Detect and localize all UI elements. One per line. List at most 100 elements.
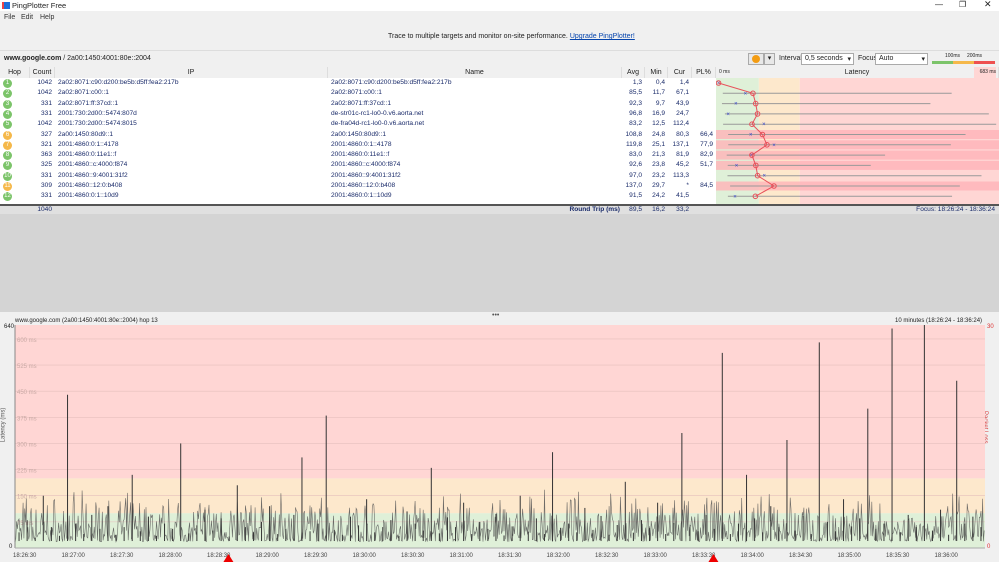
packet-loss-marker[interactable] — [708, 554, 719, 562]
y-top-label: 640 — [4, 324, 15, 330]
x-tick-label: 18:34:30 — [789, 553, 813, 559]
focus-label: Focus — [858, 55, 878, 62]
current-latency-marker: × — [717, 81, 721, 87]
hop-row[interactable]: 3 331 2a02:8071:ff:37cd::1 2a02:8071:ff:37c… — [0, 99, 999, 109]
hop-name: 2001:4860:0:1::10d9 — [331, 192, 392, 200]
x-tick-label: 18:28:00 — [159, 553, 183, 559]
upgrade-link[interactable]: Upgrade PingPlotter! — [569, 33, 635, 40]
menu-edit[interactable]: Edit — [21, 14, 34, 21]
hop-row[interactable]: 4 331 2001:730:2d00::5474:807d de-str01c-rc… — [0, 109, 999, 119]
gridline-label: 450 ms — [17, 390, 37, 396]
hop-row[interactable]: 1 1042 2a02:8071:c90:d200:be5b:d5ff:fea2:2… — [0, 78, 999, 88]
x-tick-label: 18:31:00 — [450, 553, 474, 559]
hop-ip: 2001:4860::12:0:b408 — [58, 182, 123, 189]
hop-row[interactable]: 11 309 2001:4860::12:0:b408 2001:4860::12:0… — [0, 181, 999, 191]
hop-number-badge: 3 — [3, 99, 12, 109]
hop-count: 309 — [40, 182, 52, 189]
col-latency[interactable]: 0 ms Latency 683 ms — [716, 67, 999, 78]
hop-row[interactable]: 7 321 2001:4860:0:1::4178 2001:4860:0:1::41… — [0, 140, 999, 150]
hop-ip: 2001:4860:0:1::10d9 — [58, 192, 119, 200]
gridline-label: 75 ms — [17, 521, 33, 527]
hop-number-badge: 1 — [3, 79, 12, 88]
col-name[interactable]: Name — [328, 67, 622, 78]
col-count[interactable]: Count — [30, 67, 55, 78]
hop-cur: 80,3 — [676, 130, 689, 138]
interval-select[interactable]: 0,5 seconds ▾ — [801, 53, 854, 65]
close-button[interactable]: ✕ — [984, 0, 992, 9]
hop-row[interactable]: 6 327 2a00:1450:80d9::1 2a00:1450:80d9::1 10… — [0, 130, 999, 140]
latency-timeline-chart[interactable]: 600 ms 525 ms 450 ms 375 ms 300 ms 225 ms 150 … — [0, 312, 999, 562]
hop-row[interactable]: 5 1042 2001:730:2d00::5474:8015 de-fra04d-r… — [0, 119, 999, 130]
hop-number-badge: 8 — [3, 151, 12, 161]
hop-avg: 137,0 — [625, 182, 642, 189]
latency-header-label: Latency — [844, 69, 870, 76]
x-tick-label: 18:34:00 — [741, 553, 765, 559]
hop-avg: 97,0 — [629, 171, 642, 179]
hop-min: 24,2 — [652, 192, 665, 200]
latency-graph: × × × × × × × × × × × — [716, 78, 999, 204]
menu-file[interactable]: File — [4, 14, 16, 21]
y2-top-label: 30 — [987, 324, 994, 330]
splitter-handle[interactable]: ••• — [492, 312, 500, 319]
hop-row[interactable]: 8 363 2001:4860:0:11e1::f 2001:4860:0:11e1:… — [0, 150, 999, 161]
col-pl[interactable]: PL% — [692, 67, 716, 78]
x-tick-label: 18:31:30 — [498, 553, 522, 559]
menu-help[interactable]: Help — [40, 14, 55, 21]
hop-row[interactable]: 10 331 2001:4860::9:4001:31f2 2001:4860::9:… — [0, 171, 999, 181]
pause-dropdown-button[interactable]: ▾ — [764, 53, 775, 65]
hop-name: 2a02:8071:c00::1 — [331, 89, 382, 97]
hop-row[interactable]: 12 331 2001:4860:0:1::10d9 2001:4860:0:1::1… — [0, 191, 999, 202]
avg-latency-point — [716, 80, 722, 86]
pause-button[interactable] — [748, 53, 764, 65]
hop-number-badge: 9 — [3, 161, 12, 171]
col-hop[interactable]: Hop — [0, 67, 30, 78]
avg-latency-point — [754, 172, 761, 179]
hop-cur: 81,9 — [676, 151, 689, 159]
focus-range: Focus: 18:26:24 - 18:36:24 — [916, 206, 995, 213]
hop-cur: 137,1 — [672, 140, 689, 148]
minimize-button[interactable]: — — [935, 0, 943, 9]
maximize-button[interactable]: ❐ — [959, 0, 967, 9]
hop-cur: 24,7 — [676, 109, 689, 117]
avg-latency-point — [752, 100, 759, 107]
x-tick-label: 18:35:30 — [886, 553, 910, 559]
hop-avg: 83,2 — [629, 120, 642, 128]
hop-number-badge: 5 — [3, 120, 12, 130]
trace-grid: Hop Count IP Name Avg Min Cur PL% 0 ms L… — [0, 67, 999, 204]
hop-row[interactable]: 9 325 2001:4860::c:4000:f874 2001:4860::c:4… — [0, 160, 999, 171]
summary-avg: 89,5 — [629, 206, 642, 213]
gridline-label: 150 ms — [17, 495, 37, 501]
hop-cur: * — [686, 182, 689, 189]
packet-loss-marker[interactable] — [223, 554, 234, 562]
gridline-label: 300 ms — [17, 442, 37, 448]
graph-range[interactable]: 10 minutes (18:26:24 - 18:36:24) — [895, 318, 983, 324]
hop-avg: 91,5 — [629, 192, 642, 200]
x-tick-label: 18:32:30 — [595, 553, 619, 559]
pause-icon — [752, 55, 760, 63]
summary-cur: 33,2 — [676, 206, 689, 213]
x-tick-label: 18:33:30 — [692, 553, 716, 559]
x-tick-label: 18:26:30 — [13, 553, 37, 559]
hop-ip: 2a02:8071:c90:d200:be5b:d5ff:fea2:217b — [58, 79, 179, 86]
hop-count: 331 — [40, 99, 52, 107]
col-ip[interactable]: IP — [55, 67, 328, 78]
hop-avg: 119,8 — [625, 140, 642, 148]
hop-name: 2a02:8071:c90:d200:be5b:d5ff:fea2:217b — [331, 79, 452, 86]
hop-pl: 77,9 — [700, 140, 713, 148]
hop-number-badge: 12 — [3, 192, 12, 202]
hop-avg: 96,8 — [629, 109, 642, 117]
window-title: PingPlotter Free — [12, 1, 67, 10]
focus-select[interactable]: Auto ▾ — [875, 53, 928, 65]
hop-min: 23,8 — [652, 161, 665, 169]
avg-latency-point — [771, 183, 777, 189]
hop-count: 331 — [40, 109, 52, 117]
col-avg[interactable]: Avg — [622, 67, 645, 78]
hop-row[interactable]: 2 1042 2a02:8071:c00::1 2a02:8071:c00::1 85,… — [0, 88, 999, 99]
avg-latency-point — [764, 142, 770, 148]
col-cur[interactable]: Cur — [668, 67, 692, 78]
x-tick-label: 18:35:00 — [838, 553, 862, 559]
col-min[interactable]: Min — [645, 67, 668, 78]
title-bar: PingPlotter Free — ❐ ✕ — [0, 0, 999, 11]
x-tick-label: 18:28:30 — [207, 553, 231, 559]
hop-avg: 85,5 — [629, 89, 642, 97]
